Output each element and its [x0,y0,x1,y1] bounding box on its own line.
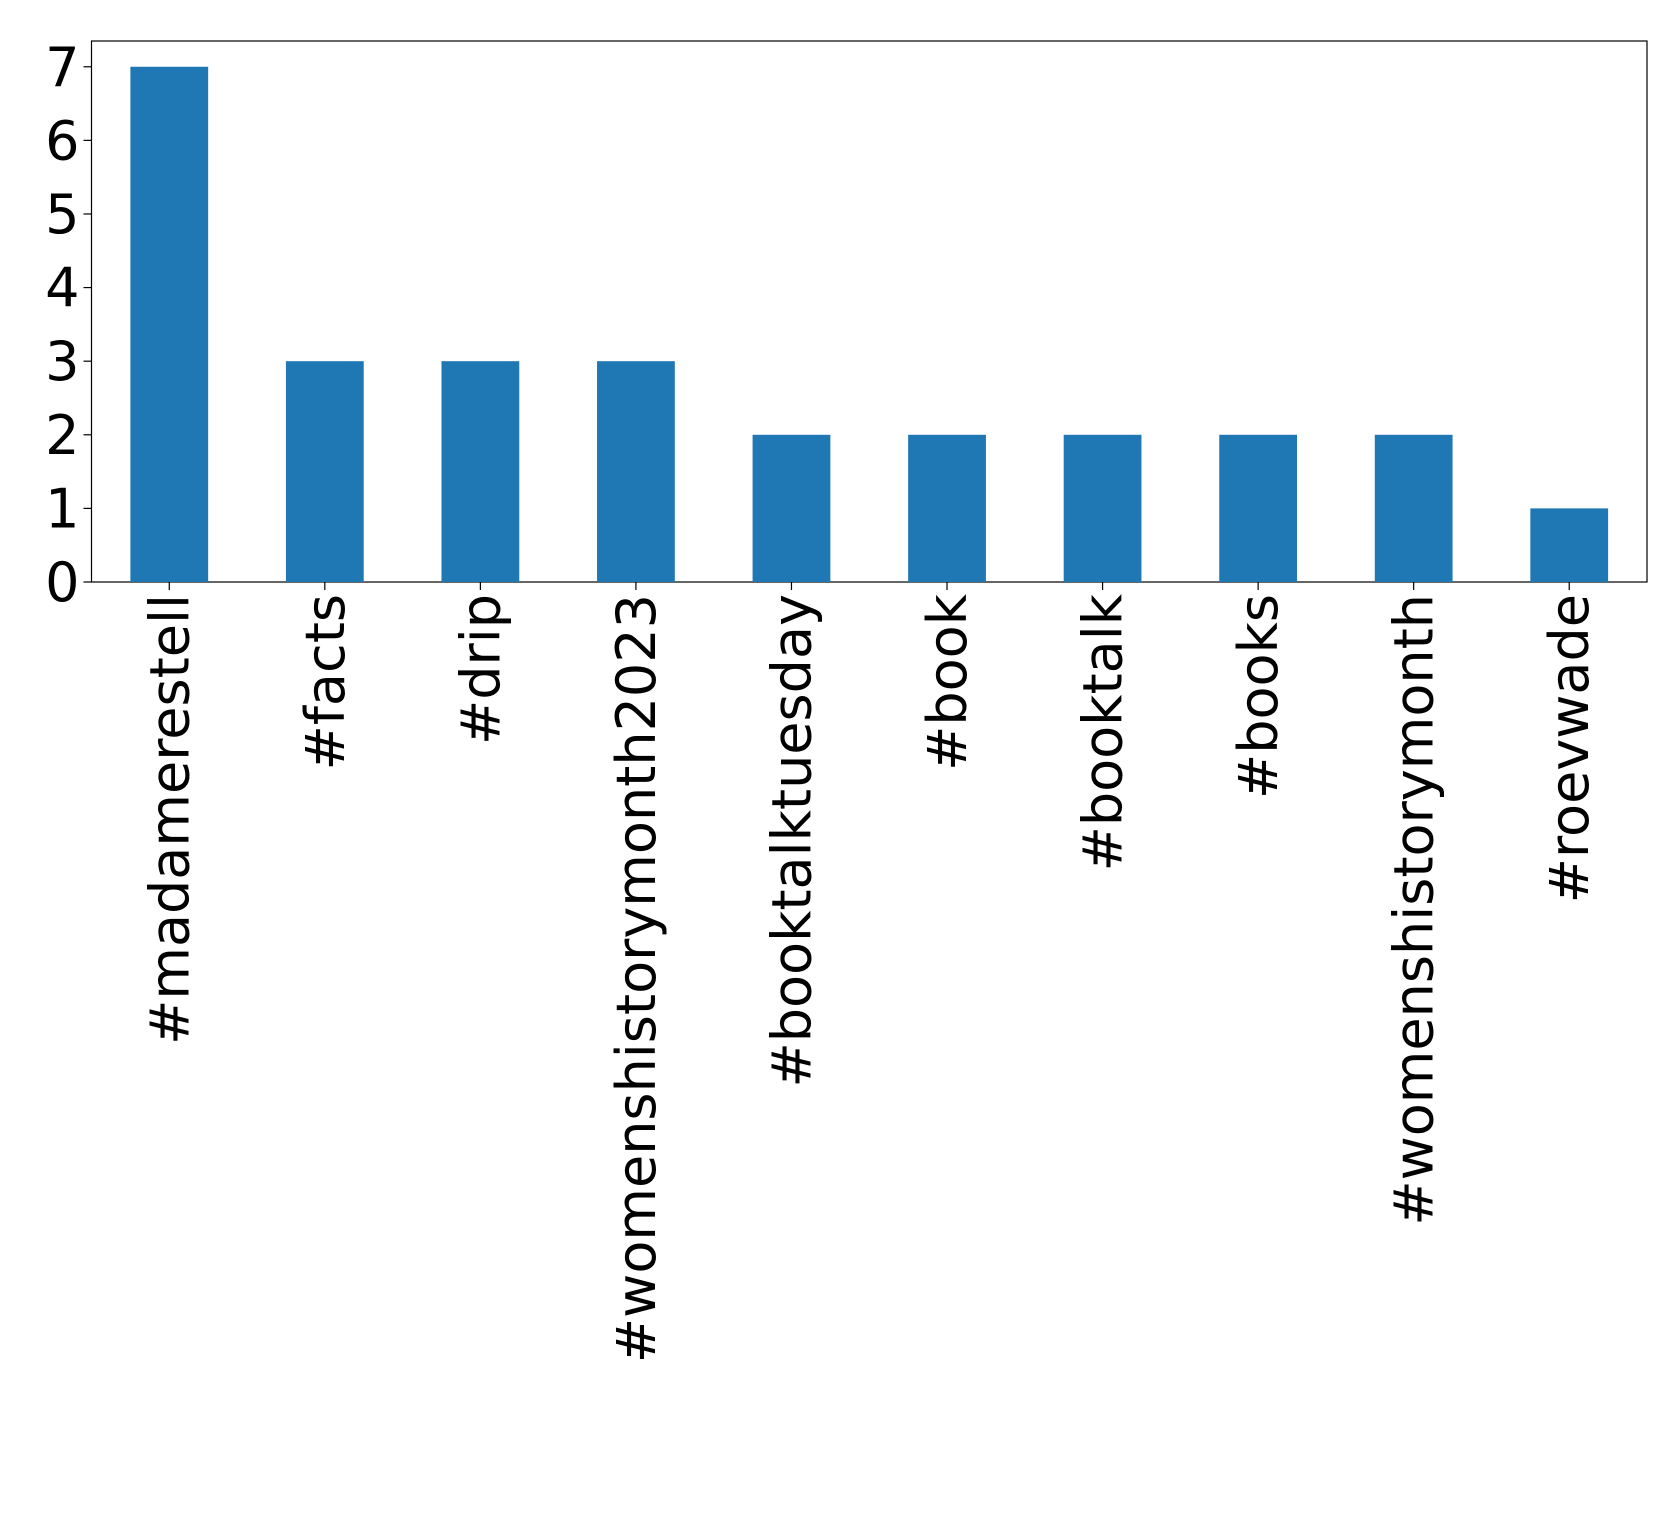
x-tick-label: #books [1227,594,1290,799]
y-tick-label: 5 [45,183,79,246]
bar [1374,434,1453,582]
x-tick-label: #madamerestell [138,594,201,1045]
bar [1530,508,1609,582]
x-tick-label: #drip [449,594,512,745]
x-tick-label: #roevwade [1538,594,1601,903]
bar [130,66,209,582]
y-tick-label: 3 [45,330,79,393]
bar [752,434,831,582]
bar [597,361,675,582]
y-tick-label: 0 [45,551,79,614]
bar [285,361,364,582]
y-tick-label: 4 [45,257,79,320]
x-tick-label: #book [916,593,979,771]
x-tick-label: #womenshistorymonth [1383,594,1446,1226]
plot-frame [90,40,1648,583]
x-tick-label: #womenshistorymonth2023 [605,594,668,1363]
bar [1219,434,1298,582]
y-tick-label: 7 [45,36,79,99]
x-tick-label: #facts [294,594,357,770]
y-tick-label: 1 [45,477,79,540]
x-tick-label: #booktalktuesday [760,594,823,1088]
y-tick-label: 2 [45,404,79,467]
y-tick-label: 6 [45,109,79,172]
x-tick-label: #booktalk [1072,593,1135,871]
bar [908,434,986,582]
bar [1063,434,1142,582]
bar [441,361,520,582]
